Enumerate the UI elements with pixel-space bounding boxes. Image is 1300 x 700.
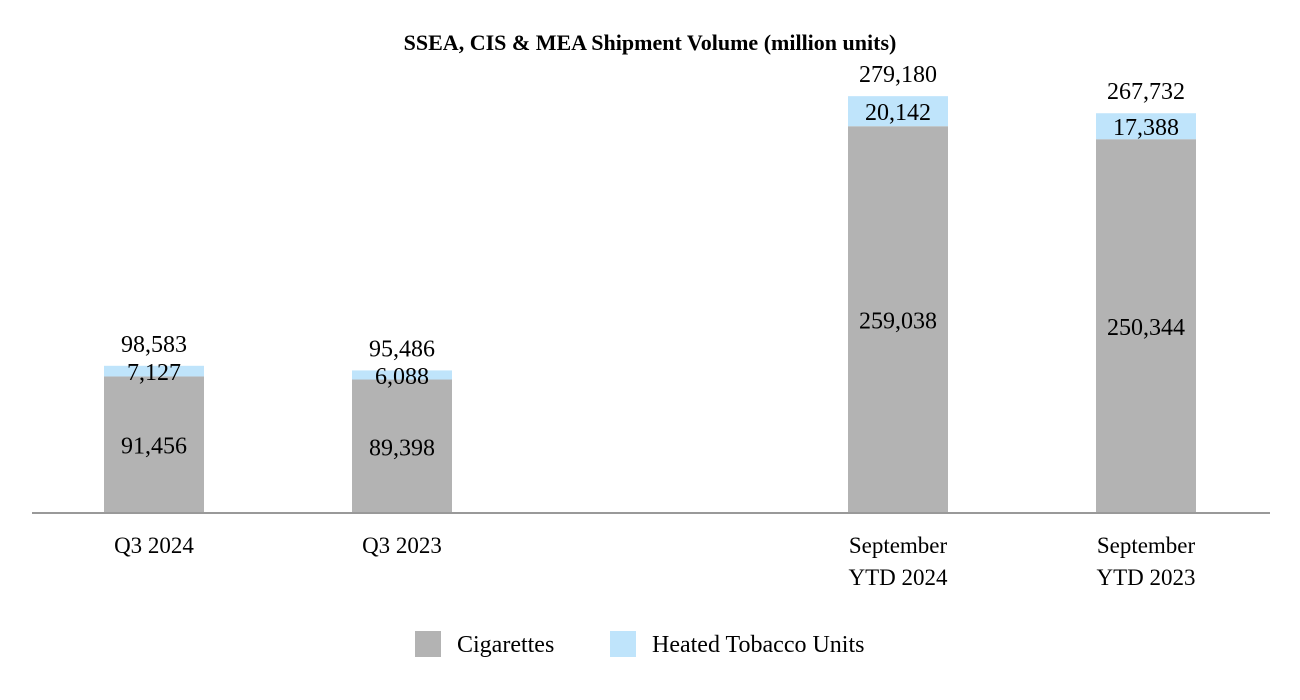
bar-heated-tobacco-1 — [352, 370, 452, 380]
label-total-3: 267,732 — [1107, 79, 1185, 105]
label-cigarettes-3: 250,344 — [1107, 315, 1185, 341]
label-heated-tobacco-3: 17,388 — [1113, 115, 1179, 141]
legend-label-0: Cigarettes — [457, 632, 554, 658]
label-heated-tobacco-1: 6,088 — [375, 364, 429, 390]
label-total-2: 279,180 — [859, 62, 937, 88]
bar-heated-tobacco-3 — [1096, 113, 1196, 140]
bar-heated-tobacco-2 — [848, 96, 948, 127]
label-cigarettes-2: 259,038 — [859, 309, 937, 335]
bar-heated-tobacco-0 — [104, 365, 204, 377]
bar-cigarettes-1 — [352, 379, 452, 513]
category-label-3-1: YTD 2023 — [1096, 565, 1195, 590]
label-heated-tobacco-2: 20,142 — [865, 100, 931, 126]
label-cigarettes-1: 89,398 — [369, 435, 435, 461]
category-labels: Q3 2024 Q3 2023 September YTD 2024 September… — [114, 533, 1195, 590]
legend: Cigarettes Heated Tobacco Units — [415, 631, 864, 658]
label-cigarettes-0: 91,456 — [121, 434, 187, 460]
label-heated-tobacco-0: 7,127 — [127, 360, 181, 386]
category-label-2-1: YTD 2024 — [848, 565, 948, 590]
legend-swatch-1 — [610, 631, 636, 657]
legend-label-1: Heated Tobacco Units — [652, 632, 864, 658]
category-label-1-0: Q3 2023 — [362, 533, 442, 558]
chart-title: SSEA, CIS & MEA Shipment Volume (million… — [404, 30, 897, 55]
bar-cigarettes-2 — [848, 126, 948, 514]
label-total-1: 95,486 — [369, 336, 435, 362]
category-label-0-0: Q3 2024 — [114, 533, 194, 558]
bar-cigarettes-0 — [104, 376, 204, 513]
label-total-0: 98,583 — [121, 332, 187, 358]
legend-swatch-0 — [415, 631, 441, 657]
category-label-3-0: September — [1097, 533, 1196, 558]
category-label-2-0: September — [849, 533, 948, 558]
bar-cigarettes-3 — [1096, 139, 1196, 513]
